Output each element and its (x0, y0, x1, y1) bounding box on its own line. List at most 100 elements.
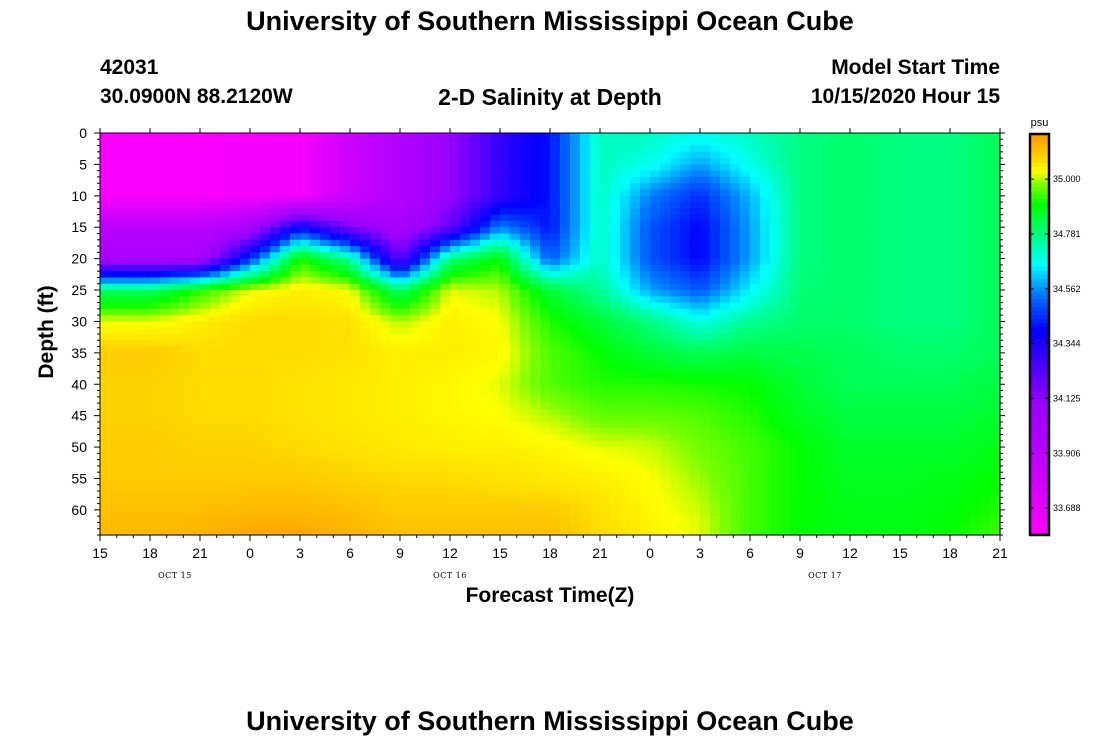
heatmap-cell (880, 170, 891, 178)
heatmap-cell (290, 296, 301, 304)
heatmap-cell (570, 365, 581, 373)
heatmap-cell (790, 377, 801, 385)
heatmap-cell (600, 315, 611, 323)
heatmap-cell (140, 296, 151, 304)
heatmap-cell (770, 377, 781, 385)
heatmap-cell (500, 277, 511, 285)
heatmap-cell (610, 283, 621, 291)
heatmap-cell (620, 164, 631, 172)
heatmap-cell (630, 296, 641, 304)
heatmap-cell (500, 434, 511, 442)
heatmap-cell (600, 271, 611, 279)
heatmap-cell (850, 308, 861, 316)
heatmap-cell (130, 396, 141, 404)
heatmap-cell (310, 340, 321, 348)
heatmap-cell (660, 365, 671, 373)
heatmap-cell (950, 151, 961, 159)
heatmap-cell (930, 396, 941, 404)
heatmap-cell (140, 170, 151, 178)
heatmap-cell (360, 164, 371, 172)
heatmap-cell (940, 453, 951, 461)
heatmap-cell (720, 239, 731, 247)
heatmap-cell (230, 396, 241, 404)
heatmap-cell (310, 290, 321, 297)
heatmap-cell (910, 421, 921, 429)
heatmap-cell (350, 246, 361, 253)
heatmap-cell (320, 403, 331, 410)
heatmap-cell (950, 409, 961, 417)
heatmap-cell (850, 195, 861, 203)
heatmap-cell (400, 296, 411, 304)
heatmap-cell (890, 334, 901, 341)
heatmap-cell (330, 189, 341, 197)
heatmap-cell (120, 189, 131, 197)
heatmap-cell (810, 327, 821, 335)
heatmap-cell (720, 233, 731, 241)
heatmap-cell (670, 258, 681, 266)
heatmap-cell (130, 447, 141, 454)
heatmap-cell (890, 227, 901, 235)
heatmap-cell (590, 214, 601, 222)
heatmap-cell (220, 428, 231, 436)
heatmap-cell (260, 164, 271, 172)
heatmap-cell (910, 415, 921, 423)
heatmap-cell (190, 233, 201, 241)
heatmap-cell (270, 447, 281, 454)
heatmap-cell (280, 176, 291, 184)
heatmap-cell (770, 472, 781, 480)
heatmap-cell (310, 258, 321, 266)
heatmap-cell (900, 220, 911, 228)
heatmap-cell (210, 434, 221, 442)
heatmap-cell (270, 415, 281, 423)
heatmap-cell (270, 453, 281, 461)
heatmap-cell (150, 421, 161, 429)
heatmap-cell (600, 340, 611, 348)
heatmap-cell (970, 334, 981, 341)
heatmap-cell (750, 352, 761, 360)
heatmap-cell (190, 202, 201, 209)
heatmap-cell (460, 434, 471, 442)
heatmap-cell (410, 208, 421, 216)
heatmap-cell (730, 214, 741, 222)
heatmap-cell (550, 415, 561, 423)
heatmap-cell (610, 472, 621, 480)
heatmap-cell (650, 390, 661, 398)
heatmap-cell (250, 409, 261, 417)
heatmap-cell (930, 453, 941, 461)
heatmap-cell (510, 377, 521, 385)
heatmap-cell (820, 415, 831, 423)
heatmap-cell (610, 434, 621, 442)
heatmap-cell (960, 459, 971, 467)
heatmap-cell (760, 271, 771, 279)
heatmap-cell (880, 403, 891, 410)
heatmap-cell (110, 133, 121, 140)
heatmap-cell (650, 220, 661, 228)
heatmap-cell (870, 340, 881, 348)
heatmap-cell (720, 170, 731, 178)
heatmap-cell (760, 334, 771, 341)
heatmap-cell (530, 334, 541, 341)
heatmap-cell (750, 428, 761, 436)
heatmap-cell (390, 208, 401, 216)
heatmap-cell (310, 459, 321, 467)
heatmap-cell (620, 434, 631, 442)
heatmap-cell (970, 151, 981, 159)
heatmap-cell (450, 465, 461, 473)
heatmap-cell (110, 321, 121, 329)
heatmap-cell (100, 453, 111, 461)
heatmap-cell (570, 428, 581, 436)
heatmap-cell (300, 151, 311, 159)
heatmap-cell (820, 459, 831, 467)
heatmap-cell (670, 164, 681, 172)
heatmap-cell (420, 390, 431, 398)
heatmap-cell (380, 208, 391, 216)
heatmap-cell (670, 359, 681, 367)
heatmap-cell (100, 334, 111, 341)
heatmap-cell (280, 315, 291, 323)
heatmap-cell (490, 428, 501, 436)
heatmap-cell (410, 447, 421, 454)
heatmap-cell (480, 302, 491, 310)
heatmap-cell (790, 421, 801, 429)
heatmap-cell (350, 346, 361, 354)
heatmap-cell (210, 390, 221, 398)
